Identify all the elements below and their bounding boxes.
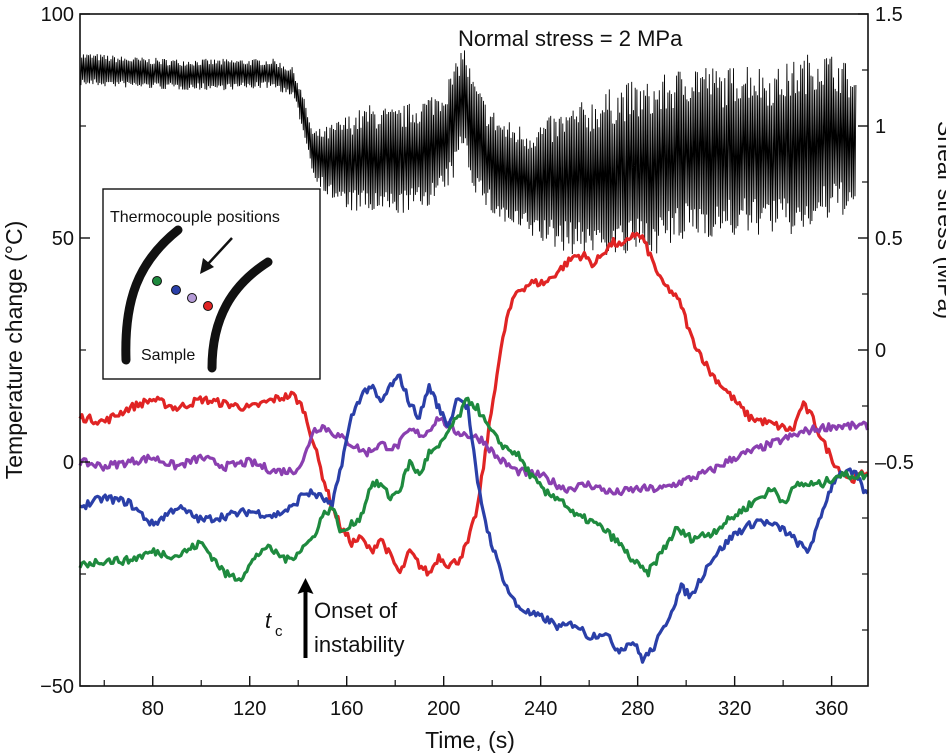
x-tick-label-200: 200 [427,698,460,720]
thermocouple-dot-red [203,301,213,311]
y2-tick-label-1: 1 [875,116,886,138]
sample-left-wall [121,225,183,365]
y2-tick-label-3: 0 [875,340,886,362]
temperature-series-3 [78,396,868,583]
shear-stress-trace [79,50,857,257]
inset-title: Thermocouple positions [110,209,280,226]
temperature-series-0 [78,231,869,577]
onset-line2: instability [314,632,404,657]
x-tick-label-120: 120 [233,698,266,720]
inset-sample-label: Sample [141,347,195,364]
x-tick-label-360: 360 [815,698,848,720]
x-axis-label: Time, (s) [425,727,515,753]
x-tick-label-80: 80 [142,698,164,720]
thermocouple-dot-blue [171,285,181,295]
shear-stress-line [79,50,857,257]
normal-stress-annotation: Normal stress = 2 MPa [458,26,683,51]
y-tick-label-50: 50 [52,228,74,250]
onset-line1: Onset of [314,598,398,623]
y2-tick-label-2: 0.5 [875,228,903,250]
tc-subscript: c [275,623,283,640]
y2-tick-label-0: 1.5 [875,4,903,26]
temperature-series [78,231,870,664]
y-tick-label-0: 0 [63,452,74,474]
thermocouple-dot-green [152,276,162,286]
thermocouple-dot-lilac [187,293,197,303]
temperature-series-1 [78,416,870,497]
x-tick-label-160: 160 [330,698,363,720]
pointer-arrow-head [200,258,214,274]
tc-label: t [265,608,272,633]
y-axis-label: Temperature change (°C) [1,221,27,479]
x-tick-label-240: 240 [524,698,557,720]
temperature-series-2 [79,373,869,664]
x-tick-label-280: 280 [621,698,654,720]
x-tick-label-320: 320 [718,698,751,720]
sample-right-wall [207,257,273,373]
y2-tick-label-4: –0.5 [875,452,914,474]
onset-annotation: t c Onset of instability [265,578,404,658]
y-tick-label-100: 100 [41,4,74,26]
up-arrow-icon [297,578,314,658]
pointer-arrow-icon [207,237,233,265]
y2-axis-label: Shear stress (MPa) [933,121,946,319]
inset-thermocouple-diagram: Thermocouple positions Sample [102,188,321,380]
axes: 80 120 160 200 240 280 320 360 100 50 0 −50 1.5 1 0.5 0… [40,4,914,720]
y-tick-label--50: −50 [40,676,74,698]
